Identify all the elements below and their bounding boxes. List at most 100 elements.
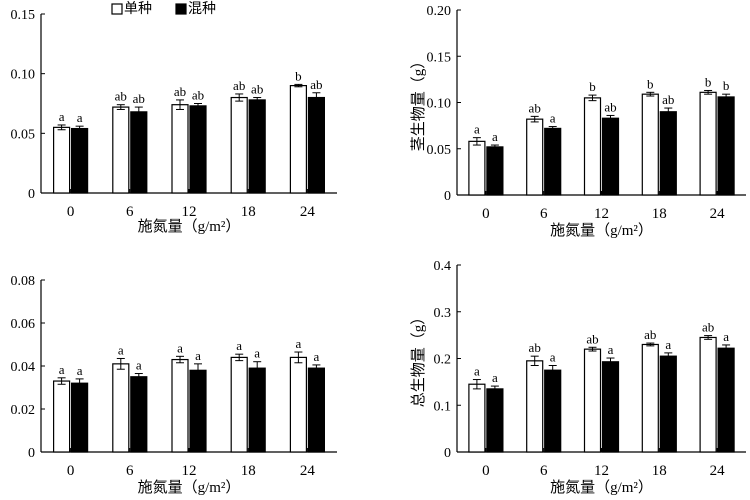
bar-single	[583, 348, 602, 453]
bar-single	[468, 383, 486, 453]
significance-label: a	[59, 109, 65, 124]
significance-label: b	[705, 74, 712, 89]
bar-mixed	[601, 117, 620, 196]
bar-single	[230, 96, 248, 194]
bar-mixed	[130, 376, 148, 453]
x-tick-label: 18	[652, 463, 667, 479]
bar-single	[230, 356, 248, 453]
significance-label: a	[550, 350, 556, 365]
significance-label: ab	[192, 88, 204, 103]
x-tick-label: 0	[482, 463, 490, 479]
significance-label: ab	[251, 82, 263, 97]
y-tick-label: 0	[444, 446, 451, 461]
bar-mixed	[486, 388, 504, 453]
chart-panel-bottom-right: 00.10.20.30.40a a6aba12aba18aba24aba施氮量（g…	[410, 259, 746, 496]
x-axis-title: 施氮量（g/m²）	[550, 222, 653, 239]
significance-label: b	[723, 78, 730, 93]
significance-label: b	[295, 68, 302, 83]
bar-mixed	[717, 96, 735, 196]
bar-mixed	[544, 369, 562, 453]
bar-mixed	[659, 111, 677, 196]
bar-single	[112, 106, 130, 194]
significance-label: a	[236, 338, 242, 353]
bar-mixed	[486, 146, 504, 196]
significance-label: a	[118, 342, 124, 357]
y-axis-title: 总生物量（g）	[410, 310, 427, 408]
x-tick-label: 6	[126, 463, 134, 479]
significance-label: ab	[310, 77, 322, 92]
legend-mixed-label: 混种	[188, 1, 216, 17]
significance-label: a	[492, 129, 498, 144]
significance-label: a	[195, 348, 201, 363]
y-tick-label: 0.3	[434, 306, 452, 321]
bar-mixed	[70, 127, 89, 194]
bar-single	[112, 363, 130, 453]
bar-mixed	[248, 99, 266, 194]
y-tick-label: 0.15	[11, 8, 36, 23]
x-tick-label: 24	[710, 463, 726, 479]
bar-single	[52, 126, 71, 194]
bar-mixed	[70, 382, 89, 453]
significance-label: ab	[586, 331, 598, 346]
bar-mixed	[248, 367, 266, 453]
legend: 单种 混种	[111, 1, 216, 17]
significance-label: a	[136, 358, 142, 373]
significance-label: a	[474, 364, 480, 379]
significance-label: a	[492, 370, 498, 385]
y-tick-label: 0	[28, 446, 35, 461]
significance-label: a	[77, 363, 83, 378]
significance-label: b	[647, 76, 654, 91]
bar-single	[583, 97, 602, 196]
bar-single	[526, 360, 544, 453]
significance-label: a	[296, 336, 302, 351]
bar-mixed	[544, 127, 562, 196]
significance-label: ab	[133, 91, 145, 106]
bar-single	[699, 336, 717, 453]
x-tick-label: 12	[594, 463, 609, 479]
bar-mixed	[307, 367, 325, 453]
x-tick-label: 6	[540, 206, 548, 222]
significance-label: ab	[702, 320, 714, 335]
bar-mixed	[717, 347, 735, 453]
bar-mixed	[307, 96, 325, 194]
bar-single	[52, 380, 71, 453]
significance-label: a	[314, 349, 320, 364]
x-tick-label: 24	[300, 463, 316, 479]
significance-label: a	[59, 362, 65, 377]
bar-mixed	[659, 355, 677, 453]
x-tick-label: 12	[182, 204, 197, 220]
y-tick-label: 0.4	[434, 259, 452, 274]
x-tick-label: 0	[67, 463, 75, 479]
significance-label: ab	[174, 84, 186, 99]
x-tick-label: 12	[594, 206, 609, 222]
x-axis-title: 施氮量（g/m²）	[138, 218, 241, 235]
significance-label: ab	[662, 92, 674, 107]
legend-mixed-swatch	[175, 3, 187, 15]
bar-single	[641, 343, 659, 453]
bar-single	[641, 93, 659, 196]
y-tick-label: 0.10	[427, 97, 452, 112]
x-axis-title: 施氮量（g/m²）	[550, 479, 653, 496]
y-tick-label: 0.10	[11, 68, 36, 83]
y-tick-label: 0.15	[427, 50, 452, 65]
significance-label: a	[77, 110, 83, 125]
y-tick-label: 0.2	[434, 353, 452, 368]
x-tick-label: 0	[67, 204, 75, 220]
x-tick-label: 24	[300, 204, 316, 220]
bar-mixed	[189, 369, 207, 453]
significance-label: a	[550, 111, 556, 126]
bar-mixed	[130, 111, 148, 194]
x-tick-label: 6	[540, 463, 548, 479]
y-tick-label: 0.08	[11, 274, 36, 289]
bar-single	[526, 118, 544, 196]
significance-label: ab	[115, 89, 127, 104]
y-tick-label: 0.02	[11, 403, 36, 418]
significance-label: a	[177, 340, 183, 355]
bar-single	[171, 104, 189, 194]
y-tick-label: 0.1	[434, 399, 452, 414]
significance-label: a	[608, 342, 614, 357]
y-tick-label: 0.04	[11, 360, 36, 375]
bar-single	[699, 91, 717, 196]
significance-label: a	[254, 346, 260, 361]
